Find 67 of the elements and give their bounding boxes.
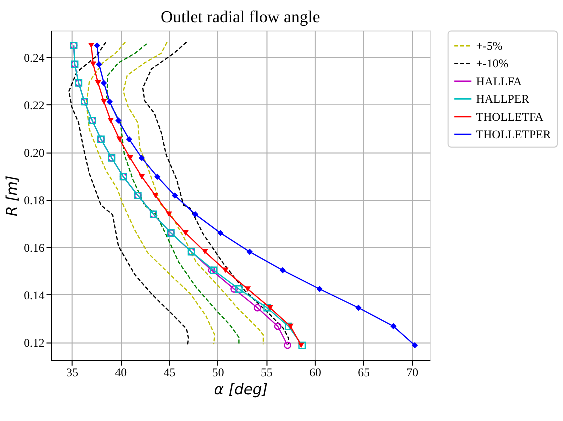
line-series (68, 42, 190, 347)
x-tick-label: 50 (212, 366, 224, 380)
point (285, 322, 292, 330)
x-tick-label: 55 (260, 366, 273, 380)
line-series (142, 42, 290, 346)
x-axis-title: α [deg] (214, 381, 268, 398)
point (288, 324, 294, 330)
legend-label: +-10% (476, 56, 509, 71)
point (101, 99, 108, 105)
chart-title: Outlet radial flow angle (161, 7, 320, 26)
legend-label: HALLPER (476, 92, 530, 106)
point (94, 42, 100, 49)
y-tick-label: 0.12 (24, 336, 45, 350)
point (235, 286, 243, 293)
line-series (106, 43, 240, 345)
point (246, 248, 253, 256)
point (108, 118, 114, 124)
y-tick-label: 0.18 (24, 193, 45, 208)
point (222, 268, 229, 274)
x-tick-label: 40 (115, 366, 128, 380)
point (254, 304, 262, 312)
point (182, 230, 189, 236)
y-tick-label: 0.24 (24, 51, 45, 65)
legend-label: THOLLETPER (476, 128, 552, 142)
x-tick-label: 45 (164, 366, 176, 380)
x-tick-label: 35 (66, 366, 79, 380)
point (244, 286, 252, 292)
point (316, 286, 323, 292)
point (267, 305, 274, 311)
legend-label: HALLFA (476, 74, 523, 88)
point (202, 249, 208, 255)
y-tick-label: 0.20 (24, 146, 45, 160)
x-tick-label: 70 (406, 366, 419, 380)
point (390, 323, 397, 330)
point (106, 98, 114, 106)
point (412, 342, 418, 349)
point (95, 80, 102, 86)
point (127, 156, 134, 161)
point (126, 136, 133, 143)
point (218, 230, 224, 236)
point (138, 155, 146, 162)
point (264, 304, 272, 312)
point (116, 118, 122, 124)
x-tick-label: 65 (358, 366, 370, 380)
point (230, 286, 238, 293)
point (166, 212, 172, 218)
line-series (122, 42, 264, 346)
point (154, 174, 161, 180)
point (138, 174, 146, 180)
x-tick-label: 60 (310, 366, 322, 380)
point (280, 267, 286, 274)
point (274, 322, 282, 330)
point (90, 62, 97, 68)
point (152, 193, 159, 198)
y-tick-label: 0.22 (24, 98, 45, 112)
point (172, 192, 178, 199)
y-tick-label: 0.16 (24, 240, 45, 255)
point (356, 304, 362, 312)
point (88, 43, 95, 48)
point (101, 80, 108, 86)
point (192, 211, 199, 218)
legend-label: +-5% (476, 38, 503, 53)
legend-label: THOLLETFA (476, 110, 544, 124)
y-tick-label: 0.14 (24, 288, 45, 302)
point (96, 61, 102, 68)
point (116, 136, 123, 142)
y-axis-title: R [m] (4, 175, 22, 217)
